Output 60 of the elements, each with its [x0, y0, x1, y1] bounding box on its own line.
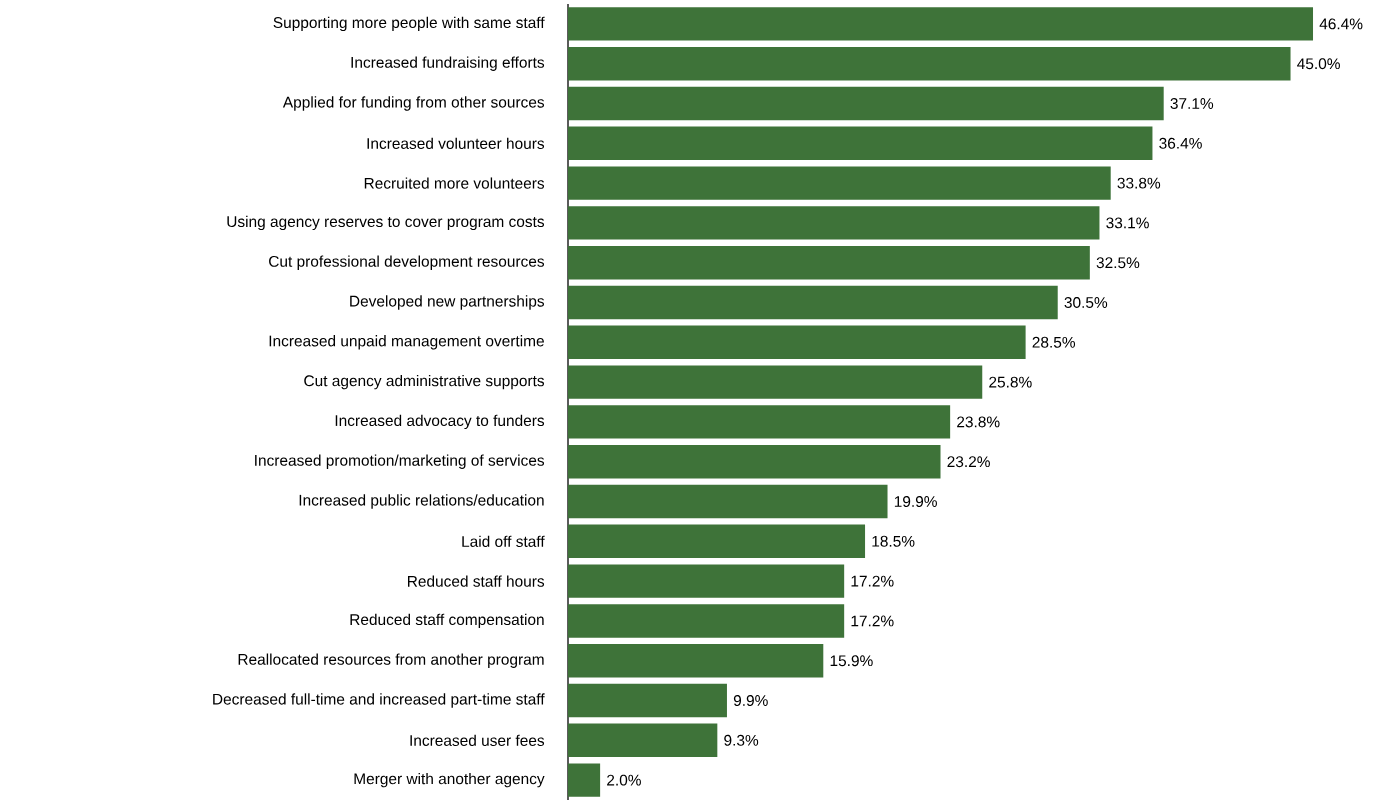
y-tick-label: Recruited more volunteers [364, 177, 545, 189]
bar [568, 643, 824, 678]
y-tick-label: Increased user fees [410, 734, 545, 746]
data-label: 18.5% [872, 535, 915, 547]
y-tick-label: Reduced staff hours [408, 575, 545, 587]
bar [568, 444, 941, 479]
bar [568, 564, 845, 598]
y-tick-label: Increased advocacy to funders [335, 414, 545, 430]
y-tick-label: Increased fundraising efforts [351, 56, 545, 71]
data-label: 36.4% [1159, 137, 1202, 149]
bar [568, 285, 1058, 320]
y-tick-label: Developed new partnerships [350, 295, 545, 310]
data-label: 17.2% [851, 615, 894, 627]
y-tick-label: Decreased full-time and increased part-time staff [213, 693, 545, 708]
data-label: 33.1% [1106, 217, 1149, 229]
y-tick-label: Increased public relations/education [299, 494, 544, 509]
data-label: 17.2% [851, 575, 894, 587]
bar [568, 7, 1314, 41]
bar [568, 405, 951, 439]
bar [568, 126, 1153, 161]
y-tick-label: Supporting more people with same staff [273, 16, 545, 32]
bar [568, 524, 866, 559]
bar [568, 683, 727, 718]
data-label: 9.3% [724, 734, 759, 746]
bar [568, 325, 1026, 360]
data-label: 23.8% [957, 416, 1000, 428]
y-tick-label: Using agency reserves to cover program costs [227, 215, 545, 231]
y-tick-label: Cut agency administrative supports [304, 374, 545, 390]
data-label: 2.0% [607, 774, 641, 786]
bar [568, 245, 1090, 280]
y-tick-label: Increased volunteer hours [367, 137, 545, 149]
data-label: 23.2% [947, 456, 990, 468]
y-tick-label: Reduced staff compensation [350, 613, 544, 629]
data-label: 32.5% [1096, 257, 1140, 269]
data-label: 25.8% [989, 376, 1032, 388]
y-tick-label: Laid off staff [462, 535, 545, 547]
y-tick-label: Applied for funding from other sources [282, 96, 545, 111]
bar [568, 365, 983, 399]
data-label: 46.4% [1319, 18, 1363, 30]
bar [568, 604, 845, 638]
data-label: 37.1% [1170, 98, 1214, 109]
y-tick-label: Increased promotion/marketing of services [255, 454, 545, 469]
bar [568, 46, 1291, 81]
data-label: 30.5% [1064, 297, 1108, 308]
bar [568, 763, 601, 797]
data-label: 19.9% [894, 496, 937, 507]
bar [568, 166, 1111, 200]
data-label: 45.0% [1297, 58, 1340, 70]
y-tick-label: Merger with another agency [354, 772, 545, 788]
bar [568, 206, 1100, 240]
bar [568, 723, 718, 758]
bar [568, 86, 1164, 121]
data-label: 9.9% [733, 695, 768, 706]
data-label: 15.9% [830, 655, 873, 667]
y-tick-label: Reallocated resources from another program [238, 653, 544, 668]
data-label: 28.5% [1032, 336, 1076, 348]
bar [568, 484, 888, 519]
y-tick-label: Increased unpaid management overtime [269, 335, 544, 350]
y-tick-label: Cut professional development resources [269, 255, 545, 270]
data-label: 33.8% [1117, 177, 1161, 189]
